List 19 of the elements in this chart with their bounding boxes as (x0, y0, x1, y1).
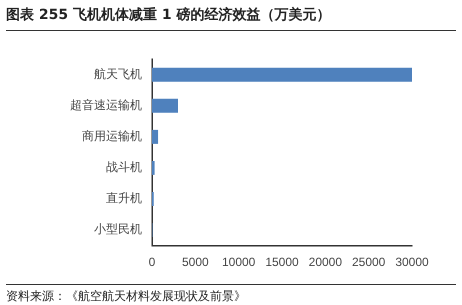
y-tick-label: 直升机 (106, 191, 142, 206)
bar (152, 130, 158, 144)
x-tick-label: 25000 (352, 255, 386, 270)
bar (152, 98, 178, 113)
y-tick-label: 超音速运输机 (70, 98, 142, 112)
x-tick-label: 30000 (395, 255, 430, 270)
y-tick-label: 小型民机 (94, 222, 142, 236)
x-tick-label: 5000 (182, 255, 210, 270)
x-tick-label: 0 (148, 255, 156, 270)
bar (152, 160, 155, 175)
y-tick-label: 战斗机 (106, 160, 142, 174)
x-tick-label: 20000 (308, 255, 342, 270)
x-tick-label: 15000 (265, 255, 300, 270)
text: 资料来源：《航空航天材料发展现状及前景》 (6, 284, 456, 305)
y-tick-label: 商用运输机 (82, 128, 142, 143)
chart-title: 图表 255 飞机机体减重 1 磅的经济效益（万美元） (6, 6, 456, 31)
y-tick-label: 航天飞机 (94, 66, 142, 81)
bar (152, 68, 412, 82)
x-tick-label: 10000 (222, 255, 256, 270)
